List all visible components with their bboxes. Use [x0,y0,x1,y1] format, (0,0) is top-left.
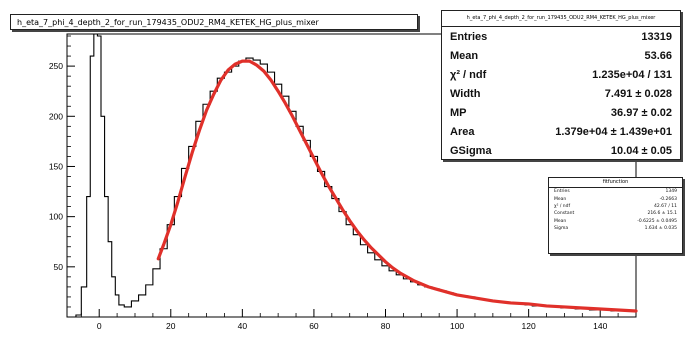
stats-value: 13319 [641,30,672,43]
stats-row: GSigma 10.04 ± 0.05 [442,141,680,160]
histogram-title: h_eta_7_phi_4_depth_2_for_run_179435_ODU… [10,14,418,30]
stats-box-small-title: fitfunction [549,178,682,188]
y-tick-label: 150 [49,161,63,171]
stats-value: 53.66 [644,49,672,62]
stats-value: 1349 [665,189,677,195]
stats-label: χ² / ndf [554,203,571,209]
stats-label: Area [450,125,475,138]
stats-row: Mean 53.66 [442,46,680,65]
x-tick-label: 80 [381,321,391,331]
stats-box-small: fitfunction Entries 1349 Mean -0.2663 χ²… [548,177,683,254]
stats-row: Sigma 1.634 ± 0.035 [549,225,682,232]
x-tick-label: 0 [97,321,102,331]
stats-label: Entries [554,189,570,195]
stats-value: 10.04 ± 0.05 [610,144,672,157]
stats-value: 36.97 ± 0.02 [610,106,672,119]
stats-row: Entries 1349 [549,188,682,195]
stats-row: Constant 216.6 ± 15.1 [549,210,682,217]
stats-label: GSigma [450,144,492,157]
stats-value: 1.235e+04 / 131 [592,68,672,81]
stats-label: Mean [450,49,479,62]
stats-row: χ² / ndf 1.235e+04 / 131 [442,65,680,84]
stats-label: Mean [554,218,567,224]
stats-row: Mean -0.2663 [549,195,682,202]
stats-row: Width 7.491 ± 0.028 [442,84,680,103]
stats-label: χ² / ndf [450,68,487,81]
y-tick-label: 50 [54,262,64,272]
stats-value: 1.634 ± 0.035 [644,226,677,232]
fit-curve-series [156,59,638,313]
plot-frame [66,33,637,318]
x-tick-label: 140 [593,321,607,331]
stats-label: MP [450,106,467,119]
x-tick-label: 120 [522,321,536,331]
stats-row: χ² / ndf 42.67 / 11 [549,203,682,210]
stats-box-main: h_eta_7_phi_4_depth_2_for_run_179435_ODU… [441,10,681,160]
stats-row: MP 36.97 ± 0.02 [442,103,680,122]
x-tick-label: 20 [166,321,176,331]
stats-label: Sigma [554,226,569,232]
stats-label: Mean [554,196,567,202]
stats-label: Entries [450,30,488,43]
stats-label: Width [450,87,481,100]
y-tick-label: 250 [49,61,63,71]
stats-label: Constant [554,211,575,217]
stats-value: 42.67 / 11 [654,203,677,209]
stats-row: Entries 13319 [442,27,680,46]
x-tick-label: 40 [238,321,248,331]
stats-row: Mean -0.6225 ± 0.0495 [549,218,682,225]
stats-box-main-title: h_eta_7_phi_4_depth_2_for_run_179435_ODU… [442,11,680,27]
y-tick-label: 100 [49,212,63,222]
fit-curve [156,59,638,313]
y-tick-label: 200 [49,111,63,121]
x-tick-label: 100 [450,321,464,331]
plot-area-border [66,33,637,318]
stats-row: Area 1.379e+04 ± 1.439e+01 [442,122,680,141]
stats-value: -0.6225 ± 0.0495 [637,218,677,224]
stats-value: 216.6 ± 15.1 [647,211,677,217]
stats-value: 1.379e+04 ± 1.439e+01 [555,125,672,138]
x-tick-label: 60 [309,321,319,331]
stats-value: -0.2663 [659,196,677,202]
stats-value: 7.491 ± 0.028 [604,87,672,100]
